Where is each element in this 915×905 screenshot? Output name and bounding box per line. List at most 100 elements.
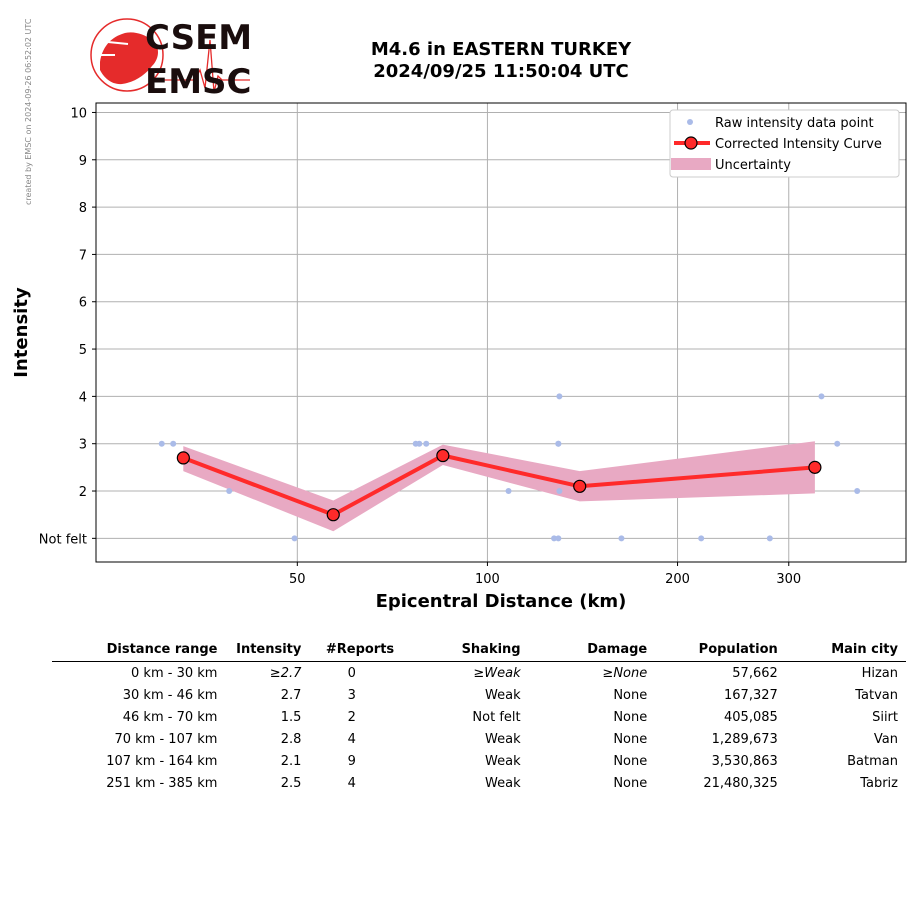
raw-data-point bbox=[158, 440, 165, 447]
curve-marker bbox=[436, 448, 450, 463]
col-intensity: Intensity bbox=[225, 640, 310, 662]
cell-population: 21,480,325 bbox=[703, 776, 778, 791]
raw-data-point bbox=[423, 440, 430, 447]
raw-data-point bbox=[291, 535, 298, 542]
cell-reports: 9 bbox=[347, 754, 356, 769]
raw-data-point bbox=[854, 488, 861, 495]
col-population: Population bbox=[655, 640, 786, 662]
y-tick-label: 6 bbox=[79, 296, 87, 311]
legend-curve-marker bbox=[684, 136, 698, 150]
col-main-city: Main city bbox=[785, 640, 906, 662]
y-tick-label: 7 bbox=[79, 248, 87, 263]
legend-raw-marker bbox=[687, 119, 693, 125]
table-row: 251 km - 385 km 2.5 4 Weak None 21,480,3… bbox=[52, 772, 906, 794]
cell-intensity: 2.8 bbox=[280, 732, 302, 747]
y-tick-label: 9 bbox=[79, 154, 87, 169]
raw-data-point bbox=[505, 488, 512, 495]
y-tick-label: 8 bbox=[79, 201, 87, 216]
curve-marker bbox=[176, 451, 190, 465]
x-tick-label: 300 bbox=[776, 572, 801, 587]
table-header-row: Distance range Intensity #Reports Shakin… bbox=[52, 640, 906, 662]
y-tick-label: 10 bbox=[70, 106, 87, 121]
raw-data-point bbox=[834, 440, 841, 447]
legend-curve-label: Corrected Intensity Curve bbox=[715, 137, 882, 152]
legend-uncertainty-swatch bbox=[671, 158, 711, 170]
cell-damage: None bbox=[613, 710, 648, 725]
cell-damage: ≥None bbox=[602, 666, 648, 681]
cell-shaking: Weak bbox=[485, 776, 521, 791]
cell-population: 3,530,863 bbox=[711, 754, 778, 769]
cell-intensity: 2.1 bbox=[280, 754, 302, 769]
cell-damage: None bbox=[613, 754, 648, 769]
emsc-logo: CSEM EMSC bbox=[90, 18, 252, 102]
cell-range: 70 km - 107 km bbox=[114, 732, 218, 747]
x-tick-label: 50 bbox=[289, 572, 306, 587]
uncertainty-band bbox=[183, 441, 815, 532]
cell-damage: None bbox=[613, 732, 648, 747]
cell-range: 251 km - 385 km bbox=[106, 776, 218, 791]
legend-uncertainty-label: Uncertainty bbox=[715, 158, 791, 173]
table-row: 107 km - 164 km 2.1 9 Weak None 3,530,86… bbox=[52, 750, 906, 772]
y-tick-label: 2 bbox=[79, 485, 87, 500]
logo-text-top: CSEM bbox=[145, 18, 252, 58]
raw-data-point bbox=[555, 535, 562, 542]
curve-marker bbox=[573, 479, 587, 493]
table-row: 30 km - 46 km 2.7 3 Weak None 167,327 Ta… bbox=[52, 684, 906, 706]
cell-damage: None bbox=[613, 776, 648, 791]
y-axis-title: Intensity bbox=[11, 287, 32, 378]
table-row: 0 km - 30 km ≥2.7 0 ≥Weak ≥None 57,662 H… bbox=[52, 662, 906, 685]
cell-population: 57,662 bbox=[732, 666, 778, 681]
cell-reports: 2 bbox=[347, 710, 356, 725]
raw-data-point bbox=[555, 440, 562, 447]
curve-marker bbox=[326, 508, 340, 522]
cell-city: Tatvan bbox=[855, 688, 898, 703]
cell-intensity: 1.5 bbox=[280, 710, 302, 725]
cell-reports: 0 bbox=[347, 666, 356, 681]
cell-population: 405,085 bbox=[724, 710, 778, 725]
raw-data-point bbox=[170, 440, 177, 447]
y-tick-label: 3 bbox=[79, 438, 87, 453]
raw-data-point bbox=[618, 535, 625, 542]
cell-range: 46 km - 70 km bbox=[122, 710, 218, 725]
cell-reports: 3 bbox=[347, 688, 356, 703]
cell-city: Siirt bbox=[872, 710, 898, 725]
raw-data-point bbox=[766, 535, 773, 542]
x-tick-label: 200 bbox=[665, 572, 690, 587]
table-row: 70 km - 107 km 2.8 4 Weak None 1,289,673… bbox=[52, 728, 906, 750]
cell-city: Batman bbox=[847, 754, 898, 769]
cell-population: 167,327 bbox=[724, 688, 778, 703]
cell-shaking: Weak bbox=[485, 688, 521, 703]
cell-reports: 4 bbox=[347, 732, 356, 747]
chart-title-line1: M4.6 in EASTERN TURKEY bbox=[371, 39, 632, 60]
x-tick-label: 100 bbox=[475, 572, 500, 587]
raw-data-point bbox=[698, 535, 705, 542]
y-tick-label: Not felt bbox=[39, 532, 87, 547]
cell-shaking: Weak bbox=[485, 732, 521, 747]
legend-box bbox=[669, 109, 900, 178]
legend: Raw intensity data point Corrected Intens… bbox=[669, 109, 900, 178]
chart-title-line2: 2024/09/25 11:50:04 UTC bbox=[373, 61, 629, 82]
plot-frame bbox=[95, 102, 907, 563]
x-axis-title: Epicentral Distance (km) bbox=[376, 591, 627, 612]
cell-city: Van bbox=[873, 732, 898, 747]
cell-shaking: ≥Weak bbox=[473, 666, 521, 681]
cell-range: 107 km - 164 km bbox=[106, 754, 218, 769]
cell-range: 0 km - 30 km bbox=[131, 666, 218, 681]
cell-damage: None bbox=[613, 688, 648, 703]
intensity-summary-table: Distance range Intensity #Reports Shakin… bbox=[52, 640, 906, 794]
cell-shaking: Weak bbox=[485, 754, 521, 769]
col-reports: #Reports bbox=[309, 640, 403, 662]
credit-text: created by EMSC on 2024-09-26 06:52:02 U… bbox=[24, 18, 33, 205]
y-tick-label: 4 bbox=[79, 390, 87, 405]
col-shaking: Shaking bbox=[402, 640, 529, 662]
cell-intensity: ≥2.7 bbox=[269, 666, 302, 681]
logo-text-bottom: EMSC bbox=[145, 62, 252, 102]
cell-reports: 4 bbox=[347, 776, 356, 791]
raw-data-point bbox=[556, 488, 563, 495]
cell-city: Tabriz bbox=[860, 776, 898, 791]
y-tick-label: 5 bbox=[79, 343, 87, 358]
cell-range: 30 km - 46 km bbox=[122, 688, 218, 703]
raw-data-point bbox=[818, 393, 825, 400]
cell-population: 1,289,673 bbox=[711, 732, 778, 747]
plot-area: Not felt 2 3 4 5 6 7 8 9 10 50 100 200 300 Epicentral … bbox=[11, 102, 907, 612]
